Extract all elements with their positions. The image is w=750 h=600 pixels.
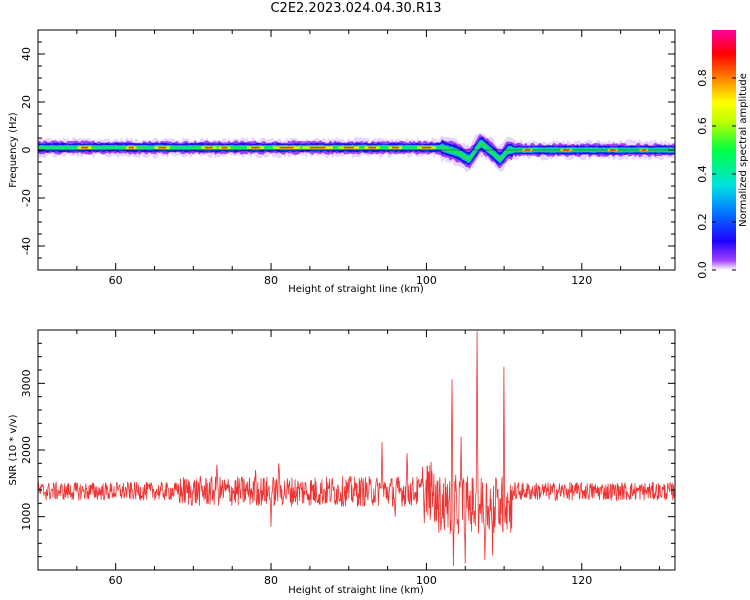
y-tick-label: 2000 <box>20 436 33 464</box>
x-tick-label: 80 <box>264 274 278 287</box>
x-tick-label: 100 <box>416 274 437 287</box>
spectral-band-mid <box>38 137 675 166</box>
x-tick-label: 100 <box>416 574 437 587</box>
spectral-hotspot-peak <box>391 146 399 149</box>
spectral-hotspot-peak <box>81 146 89 149</box>
spectral-hotspot-peak <box>279 146 294 149</box>
x-tick-label: 80 <box>264 574 278 587</box>
colorbar-tick-label: 0.8 <box>696 69 709 87</box>
y-tick-label: -20 <box>20 189 33 207</box>
snr-frame <box>37 329 676 571</box>
spectrogram-panel: 60 80 100 120 40 20 0 -20 -40 Height of straight… <box>8 29 676 295</box>
y-tick-label: 0 <box>20 147 33 154</box>
colorbar-tick-label: 0.0 <box>696 261 709 279</box>
snr-y-axis-label: SNR (10 * v/v) <box>8 414 19 485</box>
snr-panel: 60 80 100 120 1000 2000 3000 Height of straigh… <box>8 329 676 596</box>
y-tick-label: -40 <box>20 237 33 255</box>
spectral-hotspot-peak <box>421 146 432 149</box>
colorbar-tick-label: 0.4 <box>696 165 709 183</box>
y-tick-label: 20 <box>20 95 33 109</box>
x-tick-label: 60 <box>109 274 123 287</box>
spectral-hotspot-peak <box>221 146 228 149</box>
spectral-band-inner <box>38 139 675 164</box>
spectrogram-x-axis-label: Height of straight line (km) <box>288 284 424 295</box>
spectral-hotspot-peak <box>158 146 167 149</box>
colorbar-tick-label: 0.6 <box>696 117 709 135</box>
y-tick-label: 40 <box>20 47 33 61</box>
y-tick-label: 3000 <box>20 369 33 397</box>
spectral-hotspot-peak <box>309 146 326 149</box>
spectrogram-y-axis-label: Frequency (Hz) <box>8 112 19 188</box>
colorbar: 0.0 0.2 0.4 0.6 0.8 Normalized spectral ampl… <box>696 30 749 279</box>
spectral-band-core <box>38 141 675 162</box>
x-tick-label: 120 <box>571 574 592 587</box>
spectral-hotspot-peak <box>343 146 354 149</box>
snr-x-axis-label: Height of straight line (km) <box>288 585 424 596</box>
snr-series-line <box>37 331 676 567</box>
colorbar-gradient <box>712 30 736 270</box>
colorbar-label: Normalized spectral amplitude <box>738 73 749 227</box>
spectral-hotspot-peak <box>205 146 213 149</box>
page-title: C2E2.2023.024.04.30.R13 <box>270 1 442 16</box>
y-tick-label: 1000 <box>20 503 33 531</box>
spectral-hotspot-peak <box>368 146 376 149</box>
colorbar-tick-label: 0.2 <box>696 213 709 231</box>
x-tick-label: 120 <box>571 274 592 287</box>
x-tick-label: 60 <box>109 574 123 587</box>
spectral-hotspot-peak <box>251 146 260 149</box>
spectral-hotspot-peak <box>128 146 134 149</box>
